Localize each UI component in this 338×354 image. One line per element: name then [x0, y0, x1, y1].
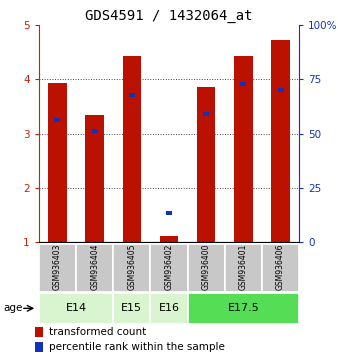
Text: E14: E14	[66, 303, 87, 313]
Bar	[76, 244, 113, 292]
Text: GDS4591 / 1432064_at: GDS4591 / 1432064_at	[85, 9, 253, 23]
Bar	[39, 244, 76, 292]
Text: age: age	[3, 303, 23, 313]
Bar	[160, 236, 178, 242]
Bar	[277, 88, 284, 92]
Text: transformed count: transformed count	[49, 327, 147, 337]
Bar	[113, 293, 150, 324]
Bar	[48, 83, 67, 242]
Text: E15: E15	[121, 303, 142, 313]
Bar	[129, 93, 135, 97]
Text: GSM936405: GSM936405	[127, 244, 136, 290]
Bar	[39, 293, 113, 324]
Text: percentile rank within the sample: percentile rank within the sample	[49, 342, 225, 352]
Text: E17.5: E17.5	[227, 303, 259, 313]
Bar	[188, 244, 225, 292]
Text: GSM936406: GSM936406	[276, 244, 285, 290]
Bar	[150, 293, 188, 324]
Text: GSM936403: GSM936403	[53, 244, 62, 290]
Bar	[271, 40, 290, 242]
Bar	[188, 293, 299, 324]
Bar	[197, 87, 215, 242]
Bar	[122, 56, 141, 242]
Bar	[35, 342, 43, 352]
Bar	[92, 129, 98, 133]
Text: GSM936400: GSM936400	[202, 244, 211, 290]
Text: GSM936404: GSM936404	[90, 244, 99, 290]
Bar	[166, 211, 172, 215]
Text: GSM936401: GSM936401	[239, 244, 248, 290]
Bar	[240, 82, 246, 86]
Bar	[113, 244, 150, 292]
Text: GSM936402: GSM936402	[165, 244, 173, 290]
Bar	[35, 327, 43, 337]
Bar	[85, 115, 104, 242]
Bar	[262, 244, 299, 292]
Bar	[234, 56, 252, 242]
Bar	[54, 118, 61, 122]
Bar	[150, 244, 188, 292]
Bar	[225, 244, 262, 292]
Text: E16: E16	[159, 303, 179, 313]
Bar	[203, 112, 209, 116]
